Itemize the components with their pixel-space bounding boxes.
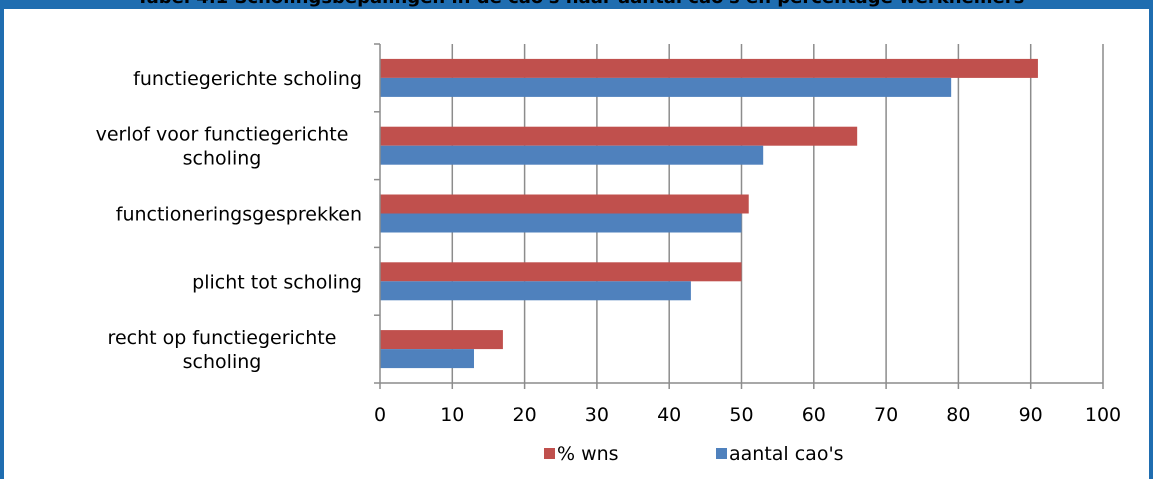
bars: [380, 58, 1038, 369]
category-label: plicht tot scholing: [192, 271, 362, 293]
legend-label: aantal cao's: [729, 443, 844, 465]
x-tick-label: 30: [585, 404, 609, 426]
bar-wns: [380, 330, 503, 350]
title-bar: Tabel 4.1 Scholingsbepalingen in de cao'…: [4, 0, 1153, 9]
bar-wns: [380, 58, 1038, 78]
legend-swatch: [716, 448, 727, 459]
bar-caos: [380, 349, 474, 369]
x-tick-label: 100: [1085, 404, 1121, 426]
x-tick-label: 20: [513, 404, 537, 426]
x-tick-label: 80: [946, 404, 970, 426]
x-tick-label: 90: [1019, 404, 1043, 426]
x-tick-label: 40: [657, 404, 681, 426]
bar-caos: [380, 145, 764, 165]
x-tick-label: 10: [440, 404, 464, 426]
category-label: verlof voor functiegerichte: [96, 124, 349, 146]
category-label: recht op functiegerichte: [108, 327, 337, 349]
bar-wns: [380, 126, 858, 146]
x-tick-label: 50: [729, 404, 753, 426]
labels: 0 10 20 30 40 50 60 70 80 90 100 functiegerichte sc…: [96, 68, 1122, 426]
x-tick-label: 60: [802, 404, 826, 426]
category-label: scholing: [183, 148, 262, 170]
bar-caos: [380, 281, 691, 301]
chart-title: Tabel 4.1 Scholingsbepalingen in de cao'…: [4, 0, 1153, 8]
x-tick-label: 0: [374, 404, 386, 426]
bar-caos: [380, 77, 952, 97]
bar-chart: 0 10 20 30 40 50 60 70 80 90 100 functiegerichte sc…: [96, 43, 1122, 465]
bar-caos: [380, 213, 742, 233]
category-label: functioneringsgesprekken: [116, 204, 362, 226]
bar-wns: [380, 262, 742, 282]
legend: % wns aantal cao's: [544, 443, 844, 465]
category-label: scholing: [183, 351, 262, 373]
legend-label: % wns: [557, 443, 619, 465]
x-tick-label: 70: [874, 404, 898, 426]
axes: [374, 43, 1104, 389]
bar-wns: [380, 194, 749, 214]
category-label: functiegerichte scholing: [133, 68, 362, 90]
legend-swatch: [544, 448, 555, 459]
